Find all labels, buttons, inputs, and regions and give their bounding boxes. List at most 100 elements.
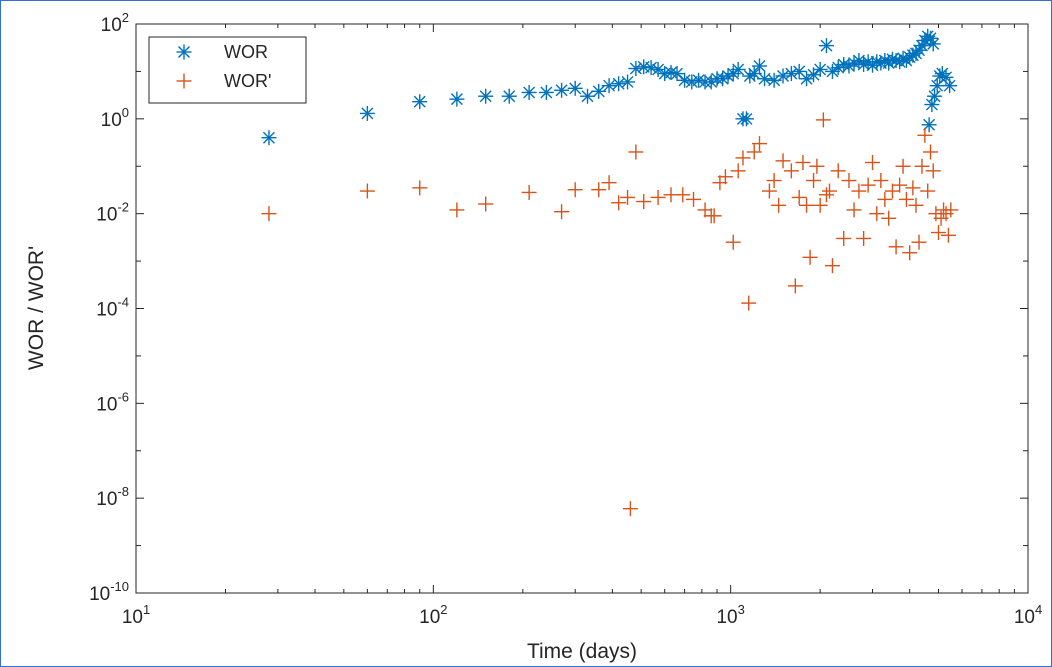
data-point-wor-prime [943, 202, 959, 218]
data-point-wor-prime [822, 183, 838, 199]
data-point-wor [775, 68, 791, 84]
y-tick-label: 10-4 [96, 295, 129, 321]
data-point-wor-prime [628, 144, 644, 160]
data-point-wor [751, 58, 767, 74]
data-point-wor-prime [783, 163, 799, 179]
data-point-wor-prime [746, 144, 762, 160]
data-point-wor-prime [869, 206, 885, 222]
data-point-wor [538, 84, 554, 100]
data-point-wor [449, 91, 465, 107]
data-point-wor-prime [851, 183, 867, 199]
data-point-wor [636, 59, 652, 75]
data-point-wor-prime [824, 258, 840, 274]
y-tick-label: 10-2 [96, 200, 129, 226]
data-point-wor-prime [706, 208, 722, 224]
data-point-wor-prime [930, 225, 946, 241]
data-point-wor [359, 105, 375, 121]
data-point-wor-prime [650, 189, 666, 205]
y-tick-label: 10-6 [96, 389, 129, 415]
data-point-wor [942, 78, 958, 94]
data-point-wor [478, 88, 494, 104]
data-point-wor-prime [771, 197, 787, 213]
data-point-wor-prime [675, 187, 691, 203]
legend-plus-icon [176, 73, 192, 89]
data-point-wor-prime [846, 202, 862, 218]
data-point-wor [620, 74, 636, 90]
data-point-wor [924, 97, 940, 113]
data-point-wor [580, 88, 596, 104]
data-point-wor [521, 84, 537, 100]
x-tick-label: 104 [1014, 602, 1042, 628]
data-point-wor [601, 78, 617, 94]
data-point-wor-prime [799, 197, 815, 213]
data-point-wor-prime [791, 189, 807, 205]
y-tick-label: 10-10 [89, 579, 129, 605]
data-point-wor-prime [923, 144, 939, 160]
data-point-wor-prime [809, 158, 825, 174]
data-point-wor-prime [741, 295, 757, 311]
legend-label-wor-prime: WOR' [224, 71, 271, 91]
data-point-wor-prime [725, 234, 741, 250]
data-point-wor-prime [412, 180, 428, 196]
data-point-wor [921, 117, 937, 133]
legend-marker-wor [176, 44, 192, 60]
data-point-wor-prime [908, 197, 924, 213]
data-point-wor-prime [806, 173, 822, 189]
data-point-wor-prime [877, 191, 893, 207]
data-point-wor-prime [920, 183, 936, 199]
data-point-wor-prime [567, 182, 583, 198]
data-point-wor-prime [449, 202, 465, 218]
data-point-wor-prime [856, 230, 872, 246]
data-point-wor-prime [925, 163, 941, 179]
x-tick-label: 102 [419, 602, 447, 628]
data-point-wor-prime [815, 112, 831, 128]
data-point-wor [730, 61, 746, 77]
data-point-wor [738, 111, 754, 127]
x-tick-label: 103 [716, 602, 744, 628]
data-point-wor-prime [261, 206, 277, 222]
data-point-wor [757, 71, 773, 87]
data-point-wor-prime [730, 163, 746, 179]
data-point-wor-prime [554, 204, 570, 220]
data-point-wor-prime [802, 249, 818, 265]
data-point-wor-prime [818, 187, 834, 203]
data-point-wor [818, 38, 834, 54]
data-point-wor-prime [905, 180, 921, 196]
data-point-wor-prime [686, 191, 702, 207]
data-point-wor-prime [884, 183, 900, 199]
data-point-wor [261, 130, 277, 146]
data-point-wor [812, 61, 828, 77]
data-point-wor-prime [917, 127, 933, 143]
data-point-wor [923, 30, 939, 46]
y-tick-label: 10-8 [96, 484, 129, 510]
data-point-wor-prime [830, 163, 846, 179]
data-point-wor-prime [795, 154, 811, 170]
data-point-wor-prime [601, 175, 617, 191]
data-point-wor-prime [521, 184, 537, 200]
y-tick-label: 100 [101, 105, 129, 131]
plot-marks [261, 28, 959, 517]
data-point-wor [925, 36, 941, 52]
data-point-wor [567, 80, 583, 96]
data-point-wor [628, 61, 644, 77]
data-point-wor [927, 88, 943, 104]
data-point-wor [830, 60, 846, 76]
data-point-wor-prime [766, 173, 782, 189]
data-point-wor-prime [902, 245, 918, 261]
legend: WOR WOR' [148, 36, 307, 104]
data-point-wor-prime [873, 173, 889, 189]
data-point-wor-prime [892, 177, 908, 193]
data-point-wor-prime [735, 150, 751, 166]
data-point-wor-prime [751, 136, 767, 152]
legend-label-wor: WOR [224, 42, 268, 62]
data-point-wor-prime [841, 173, 857, 189]
data-point-wor-prime [611, 195, 627, 211]
data-point-wor-prime [914, 158, 930, 174]
data-point-wor-prime [636, 194, 652, 210]
data-point-wor [703, 74, 719, 90]
data-point-wor-prime [622, 501, 638, 517]
data-point-wor-prime [761, 183, 777, 199]
x-tick-labels: 101 102 103 104 [122, 602, 1042, 628]
data-point-wor-prime [911, 234, 927, 250]
